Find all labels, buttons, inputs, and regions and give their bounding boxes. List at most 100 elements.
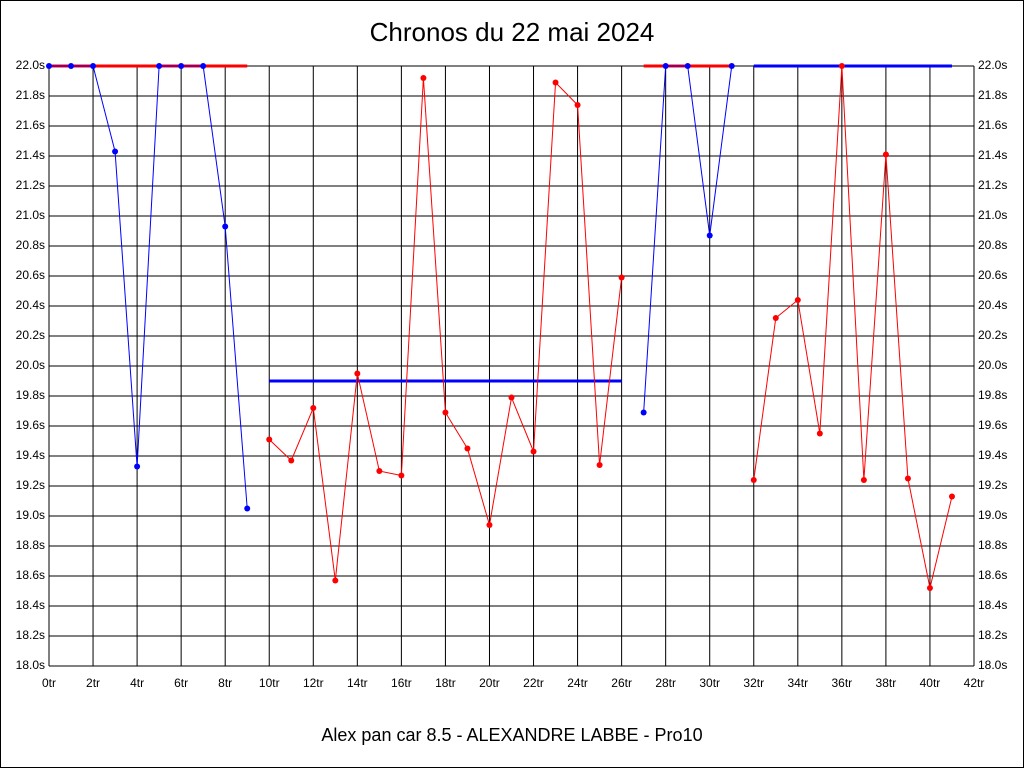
x-tick-label: 34tr	[787, 676, 808, 690]
x-tick-label: 10tr	[259, 676, 280, 690]
y2-tick-label: 18.2s	[978, 628, 1007, 642]
y-tick-label: 18.6s	[16, 568, 45, 582]
y2-tick-label: 19.2s	[978, 478, 1007, 492]
y2-tick-label: 19.8s	[978, 388, 1007, 402]
y-tick-label: 21.2s	[16, 178, 45, 192]
data-point	[926, 585, 933, 591]
data-point	[112, 148, 119, 155]
data-point	[640, 409, 647, 416]
data-point	[332, 577, 339, 584]
y-tick-label: 20.4s	[16, 298, 45, 312]
x-tick-label: 2tr	[86, 676, 100, 690]
data-point	[134, 463, 141, 470]
y2-tick-label: 20.0s	[978, 358, 1007, 372]
data-point	[596, 462, 603, 468]
data-point	[904, 475, 911, 482]
y2-tick-label: 21.6s	[978, 118, 1007, 132]
data-point	[728, 63, 735, 69]
y-tick-label: 18.2s	[16, 628, 45, 642]
y2-tick-label: 19.6s	[978, 418, 1007, 432]
data-point	[750, 477, 757, 483]
data-point	[288, 457, 295, 464]
x-tick-label: 16tr	[391, 676, 412, 690]
x-tick-label: 36tr	[832, 676, 853, 690]
y-tick-label: 20.0s	[16, 358, 45, 372]
y2-tick-label: 22.0s	[978, 58, 1007, 72]
data-point	[200, 63, 207, 69]
y-tick-label: 21.6s	[16, 118, 45, 132]
x-tick-label: 8tr	[218, 676, 232, 690]
y-tick-label: 19.4s	[16, 448, 45, 462]
data-point	[706, 232, 713, 239]
data-point	[178, 63, 185, 69]
chart-title: Chronos du 22 mai 2024	[370, 17, 655, 47]
x-tick-label: 32tr	[743, 676, 764, 690]
x-tick-label: 30tr	[699, 676, 720, 690]
data-point	[794, 297, 801, 303]
x-tick-label: 26tr	[611, 676, 632, 690]
y-tick-label: 19.2s	[16, 478, 45, 492]
y-tick-label: 20.6s	[16, 268, 45, 282]
x-tick-label: 18tr	[435, 676, 456, 690]
x-tick-label: 4tr	[130, 676, 144, 690]
data-point	[860, 477, 867, 483]
data-point	[68, 63, 75, 69]
y-tick-label: 20.2s	[16, 328, 45, 342]
data-point	[662, 63, 669, 69]
data-point	[552, 79, 559, 86]
x-tick-label: 6tr	[174, 676, 188, 690]
data-point	[222, 223, 229, 230]
y-tick-label: 18.8s	[16, 538, 45, 552]
x-tick-label: 14tr	[347, 676, 368, 690]
data-point	[882, 151, 889, 158]
y2-tick-label: 20.2s	[978, 328, 1007, 342]
data-point	[618, 274, 625, 281]
y2-tick-label: 18.8s	[978, 538, 1007, 552]
data-point	[948, 493, 955, 500]
data-point	[530, 448, 537, 455]
x-tick-label: 42tr	[964, 676, 985, 690]
y-tick-label: 19.8s	[16, 388, 45, 402]
y2-tick-label: 18.0s	[978, 658, 1007, 672]
x-tick-label: 22tr	[523, 676, 544, 690]
y2-tick-label: 20.4s	[978, 298, 1007, 312]
y-tick-label: 21.8s	[16, 88, 45, 102]
data-point	[156, 63, 163, 69]
y-tick-label: 19.0s	[16, 508, 45, 522]
data-point	[442, 409, 449, 416]
x-tick-label: 0tr	[42, 676, 56, 690]
data-point	[244, 505, 251, 512]
y2-tick-label: 18.4s	[978, 598, 1007, 612]
y2-tick-label: 21.4s	[978, 148, 1007, 162]
x-tick-label: 20tr	[479, 676, 500, 690]
x-tick-label: 38tr	[876, 676, 897, 690]
data-point	[420, 75, 427, 81]
y2-tick-label: 20.8s	[978, 238, 1007, 252]
y2-tick-label: 18.6s	[978, 568, 1007, 582]
y-tick-label: 18.4s	[16, 598, 45, 612]
data-point	[266, 436, 273, 443]
data-point	[398, 472, 405, 479]
data-point	[508, 394, 515, 401]
data-point	[816, 430, 823, 437]
y-tick-label: 18.0s	[16, 658, 45, 672]
series-line	[49, 65, 248, 509]
y-tick-label: 20.8s	[16, 238, 45, 252]
data-point	[464, 445, 471, 452]
data-point	[574, 102, 581, 108]
data-point	[310, 405, 317, 411]
y-tick-label: 22.0s	[16, 58, 45, 72]
data-point	[684, 63, 691, 69]
data-point	[376, 468, 383, 474]
data-point	[354, 370, 361, 377]
x-tick-label: 28tr	[655, 676, 676, 690]
y-tick-label: 21.0s	[16, 208, 45, 222]
data-point	[486, 522, 493, 528]
y2-tick-label: 19.4s	[978, 448, 1007, 462]
data-point	[90, 63, 97, 69]
y-tick-label: 19.6s	[16, 418, 45, 432]
chart-subtitle: Alex pan car 8.5 - ALEXANDRE LABBE - Pro…	[321, 725, 702, 745]
data-point	[838, 63, 845, 69]
